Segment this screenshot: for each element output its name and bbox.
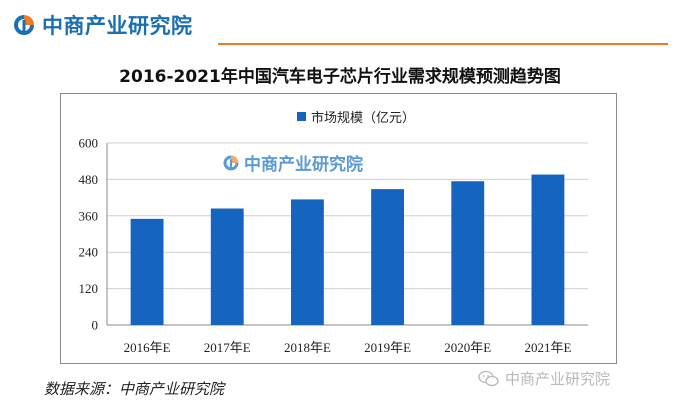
- bar: [290, 199, 324, 325]
- legend-swatch: [297, 112, 306, 121]
- x-tick-label: 2018年E: [284, 340, 331, 355]
- bar: [531, 174, 565, 325]
- chart-watermark-logo: 中商产业研究院: [222, 150, 363, 175]
- x-tick-label: 2016年E: [124, 340, 171, 355]
- bar: [371, 189, 405, 325]
- data-source-note: 数据来源：中商产业研究院: [44, 380, 225, 398]
- x-tick-label: 2019年E: [364, 340, 411, 355]
- y-tick-label: 480: [79, 172, 99, 187]
- chart-title: 2016-2021年中国汽车电子芯片行业需求规模预测趋势图: [119, 67, 561, 87]
- wechat-icon: [478, 370, 499, 386]
- y-tick-label: 120: [79, 281, 99, 296]
- y-tick-label: 600: [79, 136, 99, 151]
- footer-watermark-text: 中商产业研究院: [505, 370, 611, 388]
- bar: [451, 181, 485, 325]
- header-divider: [218, 43, 668, 45]
- brand-logo-icon: [14, 15, 34, 35]
- y-tick-label: 0: [92, 318, 99, 333]
- bar: [210, 208, 244, 325]
- legend-label: 市场规模（亿元）: [311, 111, 416, 126]
- bar: [130, 218, 164, 325]
- brand-logo-text: 中商产业研究院: [42, 14, 193, 38]
- chart-watermark-text: 中商产业研究院: [244, 155, 363, 175]
- footer-watermark: 中商产业研究院: [478, 368, 610, 389]
- x-tick-label: 2017年E: [204, 340, 251, 355]
- x-tick-label: 2021年E: [524, 340, 571, 355]
- chart-legend: 市场规模（亿元）: [297, 107, 415, 126]
- chart-frame: [60, 93, 617, 364]
- brand-logo: 中商产业研究院: [12, 10, 193, 40]
- watermark-logo-icon: [223, 155, 239, 170]
- y-tick-label: 240: [79, 245, 99, 260]
- x-tick-label: 2020年E: [444, 340, 491, 355]
- y-tick-label: 360: [79, 208, 99, 223]
